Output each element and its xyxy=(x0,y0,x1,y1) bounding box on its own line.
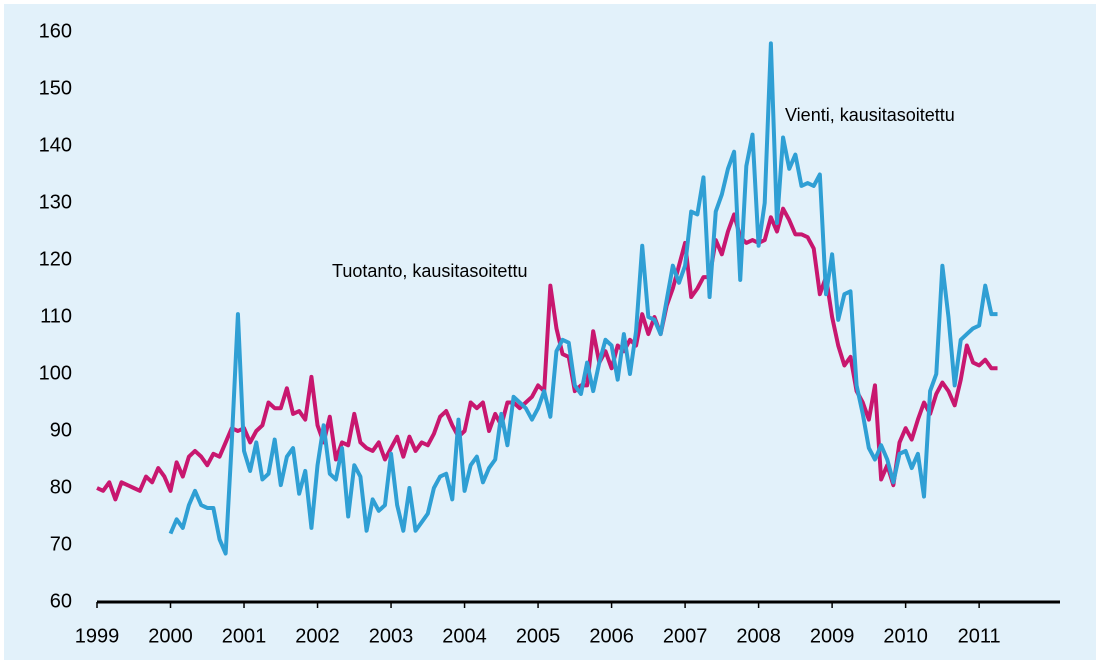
y-tick-label: 100 xyxy=(39,362,72,384)
y-tick-label: 150 xyxy=(39,77,72,99)
y-tick-label: 70 xyxy=(50,533,72,555)
x-tick-label: 2008 xyxy=(736,625,781,647)
y-tick-label: 90 xyxy=(50,419,72,441)
x-tick-label: 2006 xyxy=(589,625,634,647)
y-tick-label: 120 xyxy=(39,248,72,270)
x-tick-label: 2000 xyxy=(148,625,193,647)
y-tick-label: 140 xyxy=(39,134,72,156)
y-tick-label: 160 xyxy=(39,20,72,42)
x-tick-label: 2001 xyxy=(222,625,267,647)
line-series xyxy=(168,41,998,556)
y-tick-label: 60 xyxy=(50,590,72,612)
line-series xyxy=(96,206,998,502)
x-tick-label: 2005 xyxy=(516,625,561,647)
y-tick-label: 130 xyxy=(39,191,72,213)
x-tick-label: 2009 xyxy=(810,625,855,647)
y-tick-label: 80 xyxy=(50,476,72,498)
y-tick-label: 110 xyxy=(40,305,72,327)
x-tick-label: 2004 xyxy=(442,625,487,647)
x-tick-label: 2011 xyxy=(958,625,1001,647)
x-tick-label: 2010 xyxy=(883,625,928,647)
x-tick-label: 2007 xyxy=(663,625,708,647)
x-tick-label: 1999 xyxy=(75,625,120,647)
series-label: Vienti, kausitasoitettu xyxy=(785,105,955,125)
series-label: Tuotanto, kausitasoitettu xyxy=(332,261,527,281)
background xyxy=(4,4,1096,660)
x-tick-label: 2003 xyxy=(369,625,414,647)
x-tick-label: 2002 xyxy=(295,625,340,647)
